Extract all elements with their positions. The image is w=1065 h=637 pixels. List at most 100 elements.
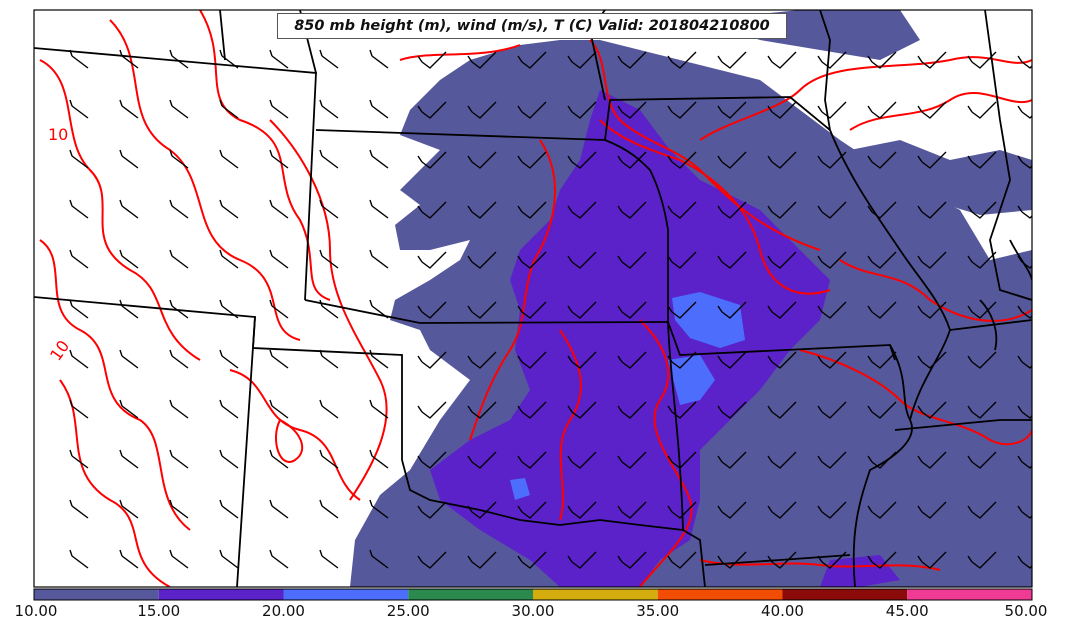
colorbar-tick-label: 20.00 [262,602,305,620]
wind-barb [517,201,547,219]
colorbar-segment [158,589,284,600]
wind-barb [467,201,497,219]
wind-barb [319,399,339,419]
wind-barb [817,101,847,119]
wind-barb [667,51,697,69]
wind-barb [867,351,897,369]
colorbar-tick-label: 40.00 [761,602,804,620]
wind-barb [119,349,139,369]
wind-barb [169,199,189,219]
wind-barb [1017,155,1032,169]
wind-barb [767,551,797,569]
wind-barb [517,551,547,569]
wind-barb [567,451,597,469]
contour-label-10-b: 10 [46,337,73,365]
wind-barb [867,201,897,219]
wind-barb [369,299,389,319]
wind-barb [319,49,339,69]
wind-barb [767,101,797,119]
wind-barb [1017,205,1032,219]
wind-barb [717,201,747,219]
wind-barb [817,51,847,69]
wind-barb [517,501,547,519]
wind-barb [119,449,139,469]
wind-barb [767,501,797,519]
wind-barb [369,499,389,519]
wind-barb [219,149,239,169]
wind-barb [269,199,289,219]
wind-barb [917,351,947,369]
wind-barb [169,449,189,469]
colorbar-segment [408,589,533,600]
wind-barb [817,401,847,419]
wind-barb [817,301,847,319]
wind-barb [219,399,239,419]
wind-barb [269,149,289,169]
wind-barb [169,49,189,69]
wind-barb [69,149,89,169]
wind-barb [219,299,239,319]
wind-barb [169,549,189,569]
wind-barb [617,201,647,219]
wind-barb [867,401,897,419]
wind-barb [269,249,289,269]
state-boundaries [34,10,1032,587]
wind-barb [169,99,189,119]
wind-barb [867,51,897,69]
wind-barb [219,449,239,469]
wind-barb [667,301,697,319]
wind-barb [767,301,797,319]
wind-barb [467,101,497,119]
wind-barb [369,249,389,269]
wind-barb [717,301,747,319]
wind-barb [467,51,497,69]
wind-barb [767,51,797,69]
wind-barb [369,149,389,169]
wind-barb [617,401,647,419]
wind-barb [967,301,997,319]
wind-speed-shading [350,10,1032,587]
wind-barb [667,201,697,219]
wind-barb [119,49,139,69]
wind-barb [567,201,597,219]
map-title: 850 mb height (m), wind (m/s), T (C) Val… [277,13,787,39]
colorbar-tick-label: 10.00 [14,602,58,620]
wind-barb [219,199,239,219]
wind-barb [319,149,339,169]
wind-barb [369,99,389,119]
wind-barb [119,499,139,519]
wind-barb [69,499,89,519]
wind-barb [667,501,697,519]
wind-barb [767,151,797,169]
wind-barb [319,299,339,319]
wind-barb [319,499,339,519]
wind-barb [917,401,947,419]
wind-barb [417,51,447,69]
wind-barb [69,199,89,219]
wind-barb [169,149,189,169]
wind-barb [567,301,597,319]
wind-barb [1017,505,1032,519]
wind-barb [169,249,189,269]
wind-barb [817,451,847,469]
wind-barb [219,249,239,269]
wind-barb [369,549,389,569]
wind-barb [967,201,997,219]
wind-barb [417,551,447,569]
colorbar-tick-label: 15.00 [137,602,181,620]
wind-barb [617,551,647,569]
wind-barb [717,151,747,169]
wind-barb [467,501,497,519]
colorbar-tick-label: 25.00 [386,602,430,620]
wind-barb [967,351,997,369]
wind-barb [867,551,897,569]
wind-barb [69,349,89,369]
wind-barb [119,299,139,319]
wind-barb [567,101,597,119]
wind-barb [967,251,997,269]
plot-border [33,9,1033,588]
wind-barb [967,151,997,169]
wind-barb [319,99,339,119]
wind-barb [417,151,447,169]
